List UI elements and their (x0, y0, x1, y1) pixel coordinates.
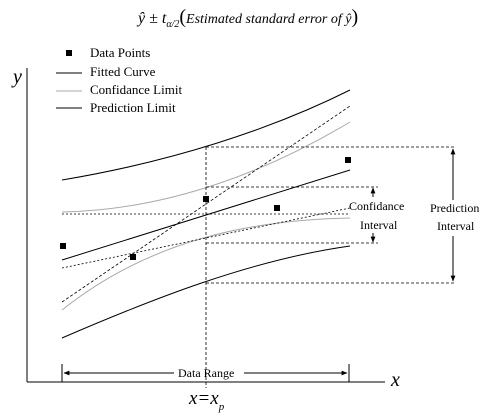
confidence-interval-label-2: Interval (360, 218, 398, 232)
legend-label-fitted-curve: Fitted Curve (90, 64, 156, 79)
data-point (345, 157, 351, 163)
lower-confidence-limit (61, 217, 351, 311)
dashed-rotated-line (61, 207, 351, 269)
legend-label-confidence-limit: Confidance Limit (90, 82, 182, 97)
title-yhat-pm-t: ŷ ± t (136, 10, 167, 27)
legend: Data Points Fitted Curve Confidance Limi… (56, 45, 182, 115)
x-axis-label: x (390, 369, 400, 391)
title-formula: ŷ ± tα/2(Estimated standard error of ŷ) (136, 6, 358, 30)
xp-label-main: x=x (188, 388, 219, 409)
title-text: Estimated standard error of ŷ (185, 12, 352, 27)
title-subscript: α/2 (166, 19, 179, 30)
upper-prediction-limit (61, 89, 351, 181)
lower-prediction-limit (61, 245, 351, 339)
prediction-interval-label-1: Prediction (430, 201, 479, 215)
data-point (60, 243, 66, 249)
upper-confidence-limit (61, 121, 351, 213)
title-paren-open: ( (179, 6, 186, 28)
legend-label-prediction-limit: Prediction Limit (90, 100, 176, 115)
legend-marker-data-points (66, 50, 72, 56)
data-point (130, 254, 136, 260)
legend-label-data-points: Data Points (90, 45, 150, 60)
data-point (274, 205, 280, 211)
title-paren-close: ) (351, 6, 358, 28)
data-points (60, 157, 351, 260)
xp-label-sub: p (218, 401, 225, 413)
confidence-interval-label-1: Confidance (349, 199, 404, 213)
axes: y x (11, 66, 400, 391)
data-range-label: Data Range (178, 366, 234, 380)
data-point (203, 196, 209, 202)
prediction-interval-label-2: Interval (437, 219, 475, 233)
dashed-tangent-line (61, 105, 351, 303)
y-axis-label: y (11, 66, 22, 88)
xp-label: x=xp (188, 388, 225, 413)
